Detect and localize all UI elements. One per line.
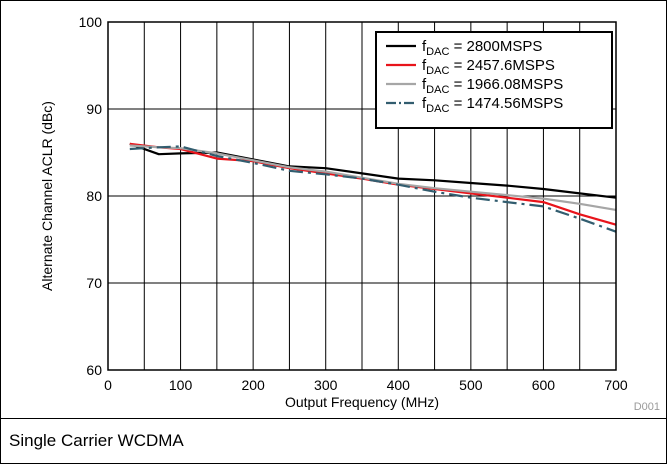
legend-label-2: fDAC = 2457.6MSPS (422, 57, 555, 77)
x-tick-label: 500 (459, 377, 483, 393)
series-lines (129, 142, 617, 233)
tick-labels: 0 100 200 300 400 500 600 700 60 70 80 90 100 (79, 14, 628, 393)
x-tick-label: 400 (387, 377, 411, 393)
legend-box (375, 31, 613, 129)
x-tick-label: 300 (314, 377, 338, 393)
y-tick-label: 60 (86, 362, 102, 378)
series-line-4 (129, 145, 617, 233)
x-tick-label: 100 (169, 377, 193, 393)
y-tick-label: 90 (86, 101, 102, 117)
figure-caption: Single Carrier WCDMA (9, 431, 184, 450)
figure-code: D001 (634, 401, 660, 413)
caption-bar: Single Carrier WCDMA (0, 418, 667, 464)
x-tick-label: 0 (104, 377, 112, 393)
legend-label-3: fDAC = 1966.08MSPS (422, 76, 563, 96)
x-tick-label: 200 (241, 377, 265, 393)
x-tick-label: 600 (532, 377, 556, 393)
chart: 0 100 200 300 400 500 600 700 60 70 80 90 100 Output… (39, 14, 660, 413)
x-axis-label: Output Frequency (MHz) (285, 394, 439, 410)
legend-label-4: fDAC = 1474.56MSPS (422, 95, 563, 115)
y-tick-label: 80 (86, 188, 102, 204)
legend-label-1: fDAC = 2800MSPS (422, 38, 542, 58)
y-tick-label: 70 (86, 275, 102, 291)
x-tick-label: 700 (604, 377, 628, 393)
y-axis-label: Alternate Channel ACLR (dBc) (39, 101, 55, 291)
plot-area-border (107, 21, 617, 371)
y-tick-label: 100 (79, 14, 103, 30)
